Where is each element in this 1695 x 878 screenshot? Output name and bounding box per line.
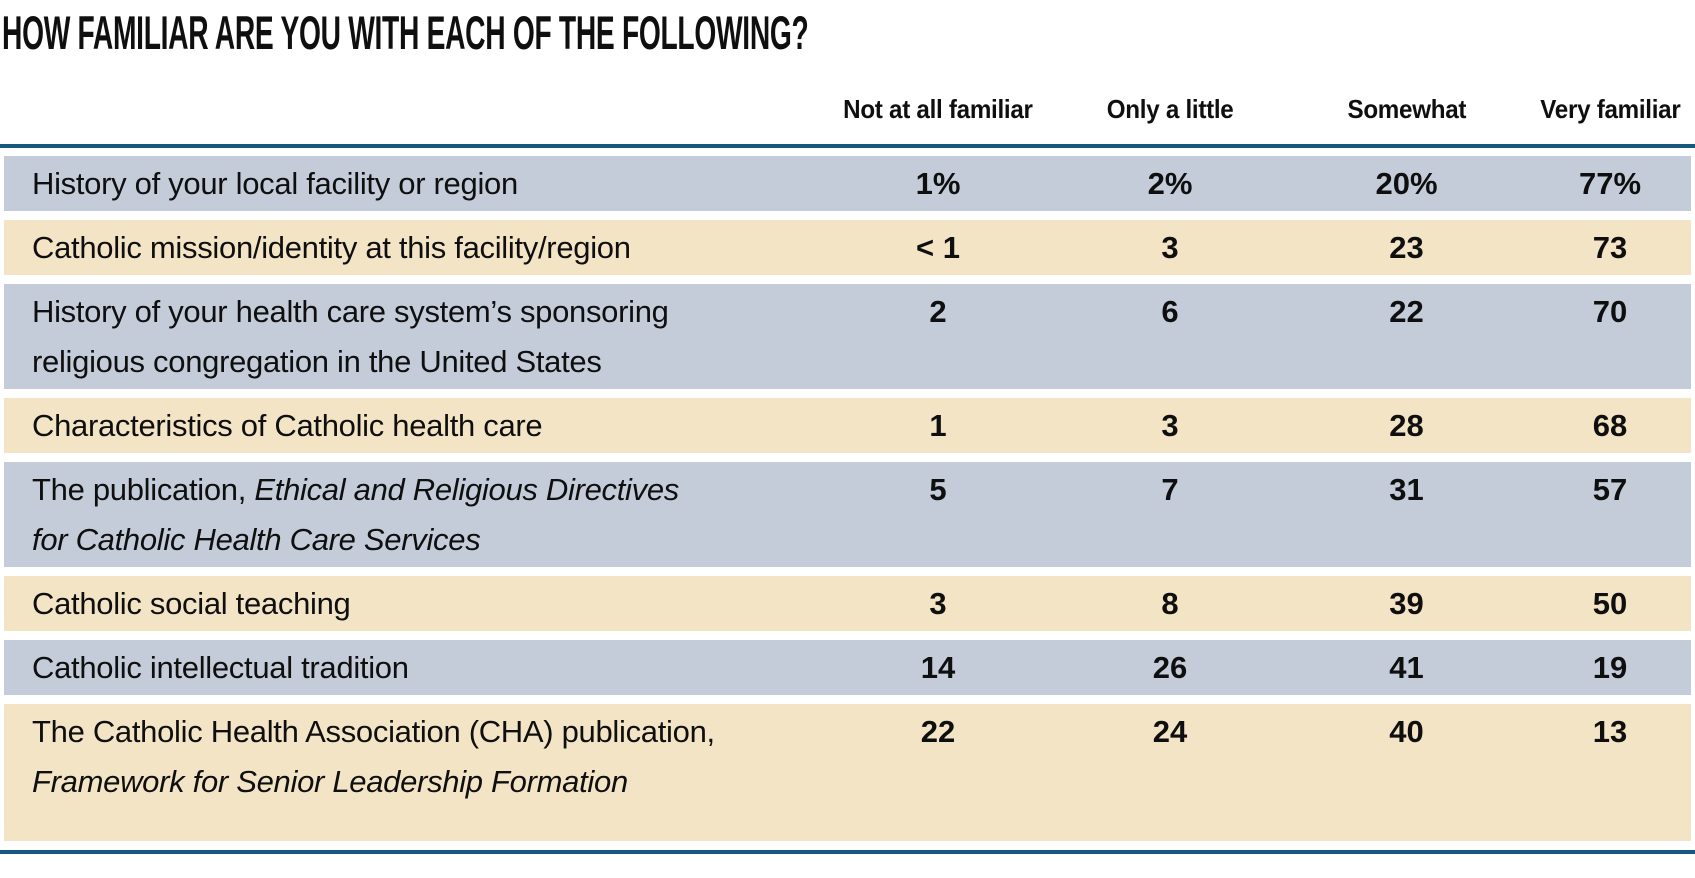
row-value: 13 [1592, 714, 1628, 749]
row-value: 57 [1592, 472, 1628, 507]
row-value: 73 [1592, 230, 1628, 265]
row-value: 22 [920, 714, 956, 749]
row-label-line: History of your local facility or region [32, 166, 518, 201]
table-row: The Catholic Health Association (CHA) pu… [4, 704, 1691, 841]
row-value: 26 [1152, 650, 1188, 685]
row-label-line: religious congregation in the United Sta… [32, 344, 602, 379]
row-value: 28 [1389, 408, 1424, 443]
row-label-line: History of your health care system’s spo… [32, 294, 669, 329]
column-header-label: Only a little [1106, 94, 1234, 124]
row-value: < 1 [916, 230, 960, 265]
row-label: The publication, Ethical and Religious D… [4, 462, 820, 567]
row-label: History of your local facility or region [4, 156, 820, 211]
table-row: Characteristics of Catholic health care 1… [4, 398, 1691, 453]
row-label: History of your health care system’s spo… [4, 284, 820, 389]
row-value: 2% [1147, 166, 1193, 201]
row-value: 20% [1375, 166, 1438, 201]
row-value: 3 [1161, 408, 1179, 443]
row-value: 14 [920, 650, 956, 685]
column-header-somewhat: Somewhat [1284, 94, 1529, 124]
bottom-rule [0, 850, 1695, 854]
row-value: 3 [929, 586, 947, 621]
row-value: 50 [1592, 586, 1628, 621]
table-row: The publication, Ethical and Religious D… [4, 462, 1691, 567]
row-label-line: Catholic mission/identity at this facili… [32, 230, 631, 265]
row-value: 24 [1152, 714, 1188, 749]
header-spacer [4, 94, 820, 124]
column-header-only-a-little: Only a little [1056, 94, 1284, 124]
table-row: Catholic mission/identity at this facili… [4, 220, 1691, 275]
row-value: 7 [1161, 472, 1179, 507]
row-label-line: Catholic intellectual tradition [32, 650, 409, 685]
row-value: 8 [1161, 586, 1179, 621]
top-rule [0, 144, 1695, 148]
row-label: Catholic mission/identity at this facili… [4, 220, 820, 275]
row-label: Catholic social teaching [4, 576, 820, 631]
row-value: 39 [1389, 586, 1424, 621]
column-header-label: Not at all familiar [843, 94, 1033, 124]
table-row: Catholic social teaching 3 8 39 50 [4, 576, 1691, 631]
row-label-line: The Catholic Health Association (CHA) pu… [32, 714, 715, 749]
table-row: Catholic intellectual tradition 14 26 41 19 [4, 640, 1691, 695]
row-value: 2 [929, 294, 947, 329]
row-label: The Catholic Health Association (CHA) pu… [4, 704, 820, 809]
row-value: 6 [1161, 294, 1179, 329]
row-value: 23 [1389, 230, 1424, 265]
row-value: 5 [929, 472, 947, 507]
row-value: 1% [915, 166, 961, 201]
row-value: 3 [1161, 230, 1179, 265]
row-label: Catholic intellectual tradition [4, 640, 820, 695]
column-header-not-at-all-familiar: Not at all familiar [820, 94, 1056, 124]
row-label-line: Catholic social teaching [32, 586, 351, 621]
column-header-label: Very familiar [1539, 94, 1681, 124]
row-label-line: The publication, Ethical and Religious D… [32, 472, 679, 507]
row-value: 70 [1592, 294, 1628, 329]
column-header-label: Somewhat [1347, 94, 1466, 124]
row-value: 19 [1592, 650, 1628, 685]
table-header-row: Not at all familiar Only a little Somewh… [4, 94, 1691, 124]
column-header-very-familiar: Very familiar [1529, 94, 1691, 124]
row-label-line: for Catholic Health Care Services [32, 522, 481, 557]
row-label: Characteristics of Catholic health care [4, 398, 820, 453]
row-value: 40 [1389, 714, 1424, 749]
row-label-line: Characteristics of Catholic health care [32, 408, 543, 443]
familiarity-survey-table: HOW FAMILIAR ARE YOU WITH EACH OF THE FO… [0, 8, 1695, 854]
row-value: 1 [929, 408, 947, 443]
row-value: 68 [1592, 408, 1628, 443]
table-row: History of your local facility or region… [4, 156, 1691, 211]
table-row: History of your health care system’s spo… [4, 284, 1691, 389]
row-value: 41 [1389, 650, 1424, 685]
row-label-line: Framework for Senior Leadership Formatio… [32, 764, 628, 799]
table-body: History of your local facility or region… [4, 156, 1691, 841]
row-value: 22 [1389, 294, 1424, 329]
figure-title: HOW FAMILIAR ARE YOU WITH EACH OF THE FO… [2, 6, 809, 59]
row-value: 77% [1578, 166, 1642, 201]
row-value: 31 [1389, 472, 1424, 507]
